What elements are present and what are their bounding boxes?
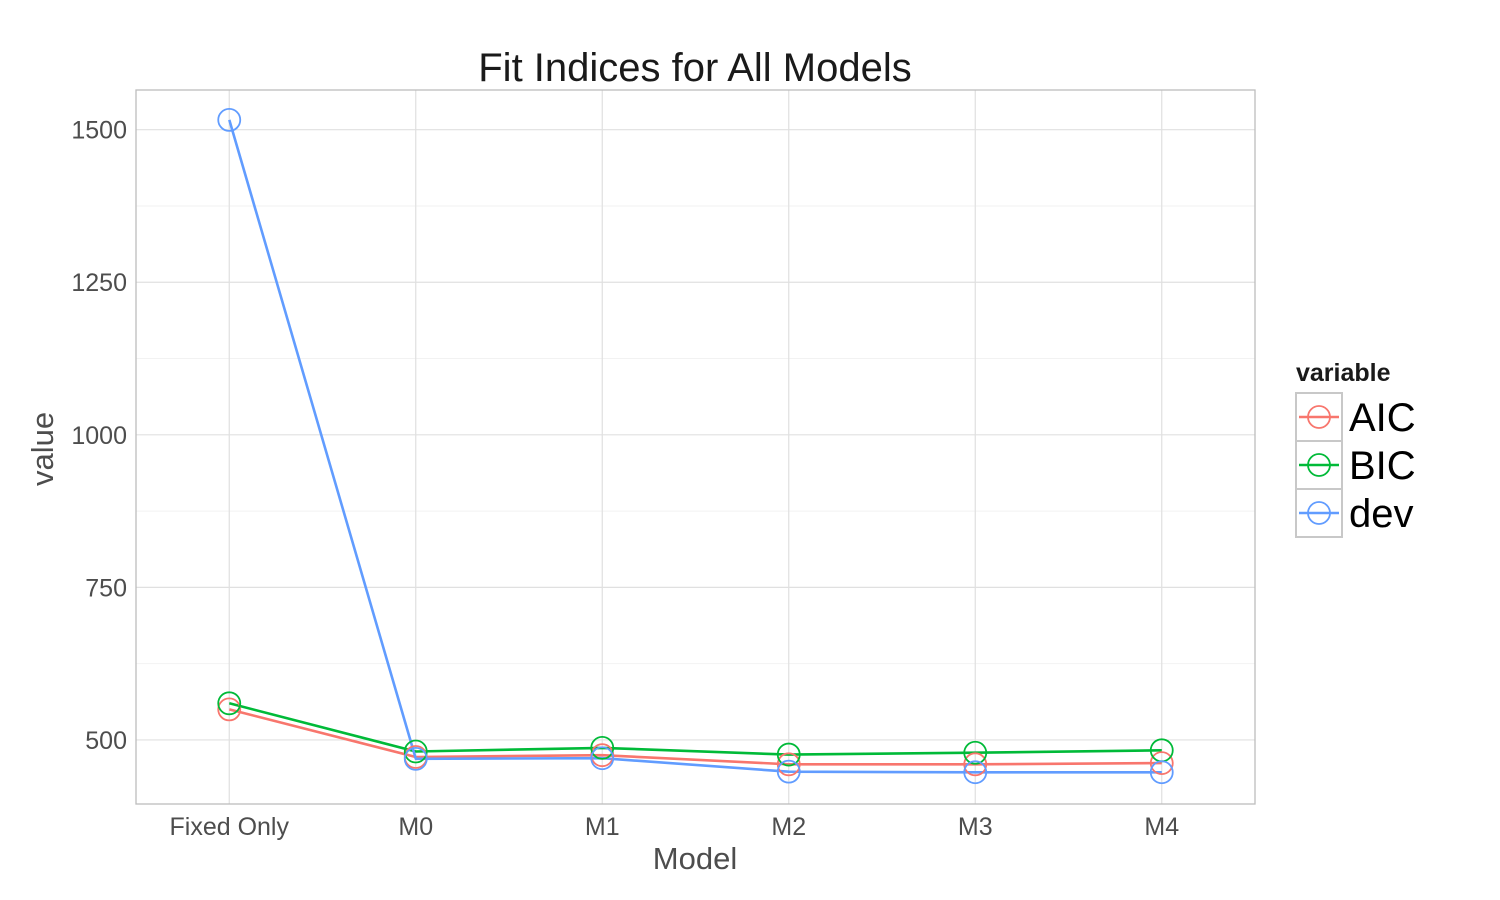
x-tick-label: M2 <box>771 813 806 841</box>
series-line-BIC <box>228 702 1162 756</box>
series-line-AIC <box>228 708 1162 766</box>
series-lines <box>228 119 1162 774</box>
data-point-BIC <box>590 735 615 760</box>
y-tick-label: 1250 <box>71 269 127 297</box>
x-tick-label: M1 <box>585 813 620 841</box>
data-point-dev <box>590 746 615 771</box>
chart-title: Fit Indices for All Models <box>478 46 912 90</box>
legend-key-marker <box>1307 405 1331 429</box>
minor-gridlines <box>136 205 1255 665</box>
legend-label-BIC: BIC <box>1349 444 1416 488</box>
data-point-BIC <box>963 740 988 765</box>
legend-key-marker <box>1307 501 1331 525</box>
x-axis-ticks: Fixed Only M0 M1 M2 M3 M4 <box>170 813 1180 841</box>
x-tick-label: M4 <box>1144 813 1179 841</box>
series-points <box>217 108 1174 785</box>
data-point-AIC <box>217 697 242 722</box>
data-point-AIC <box>963 752 988 777</box>
data-point-AIC <box>1149 751 1174 776</box>
data-point-BIC <box>403 739 428 764</box>
data-point-dev <box>217 108 242 132</box>
data-point-dev <box>963 760 988 785</box>
data-point-BIC <box>776 742 801 767</box>
legend-title: variable <box>1296 359 1391 387</box>
x-tick-label: Fixed Only <box>170 813 290 841</box>
x-tick-label: M0 <box>398 813 433 841</box>
y-tick-label: 1500 <box>71 117 127 145</box>
legend-label-dev: dev <box>1349 492 1414 536</box>
data-point-BIC <box>217 691 242 716</box>
x-axis-label: Model <box>653 841 737 876</box>
plot-panel <box>136 90 1255 804</box>
y-tick-label: 750 <box>85 574 127 602</box>
x-tick-label: M3 <box>958 813 993 841</box>
major-gridlines <box>136 90 1255 804</box>
plot-panel-border <box>135 89 1256 805</box>
data-point-dev <box>403 746 428 771</box>
y-tick-label: 1000 <box>71 422 127 450</box>
data-point-dev <box>776 759 801 784</box>
y-axis-ticks: 500 750 1000 1250 1500 <box>71 117 127 755</box>
legend-key-marker <box>1307 453 1331 477</box>
legend-label-AIC: AIC <box>1349 396 1416 440</box>
series-line-dev <box>228 119 1162 774</box>
y-tick-label: 500 <box>85 727 127 755</box>
y-axis-label: value <box>25 412 60 486</box>
data-point-dev <box>1149 760 1174 785</box>
data-point-AIC <box>776 752 801 777</box>
